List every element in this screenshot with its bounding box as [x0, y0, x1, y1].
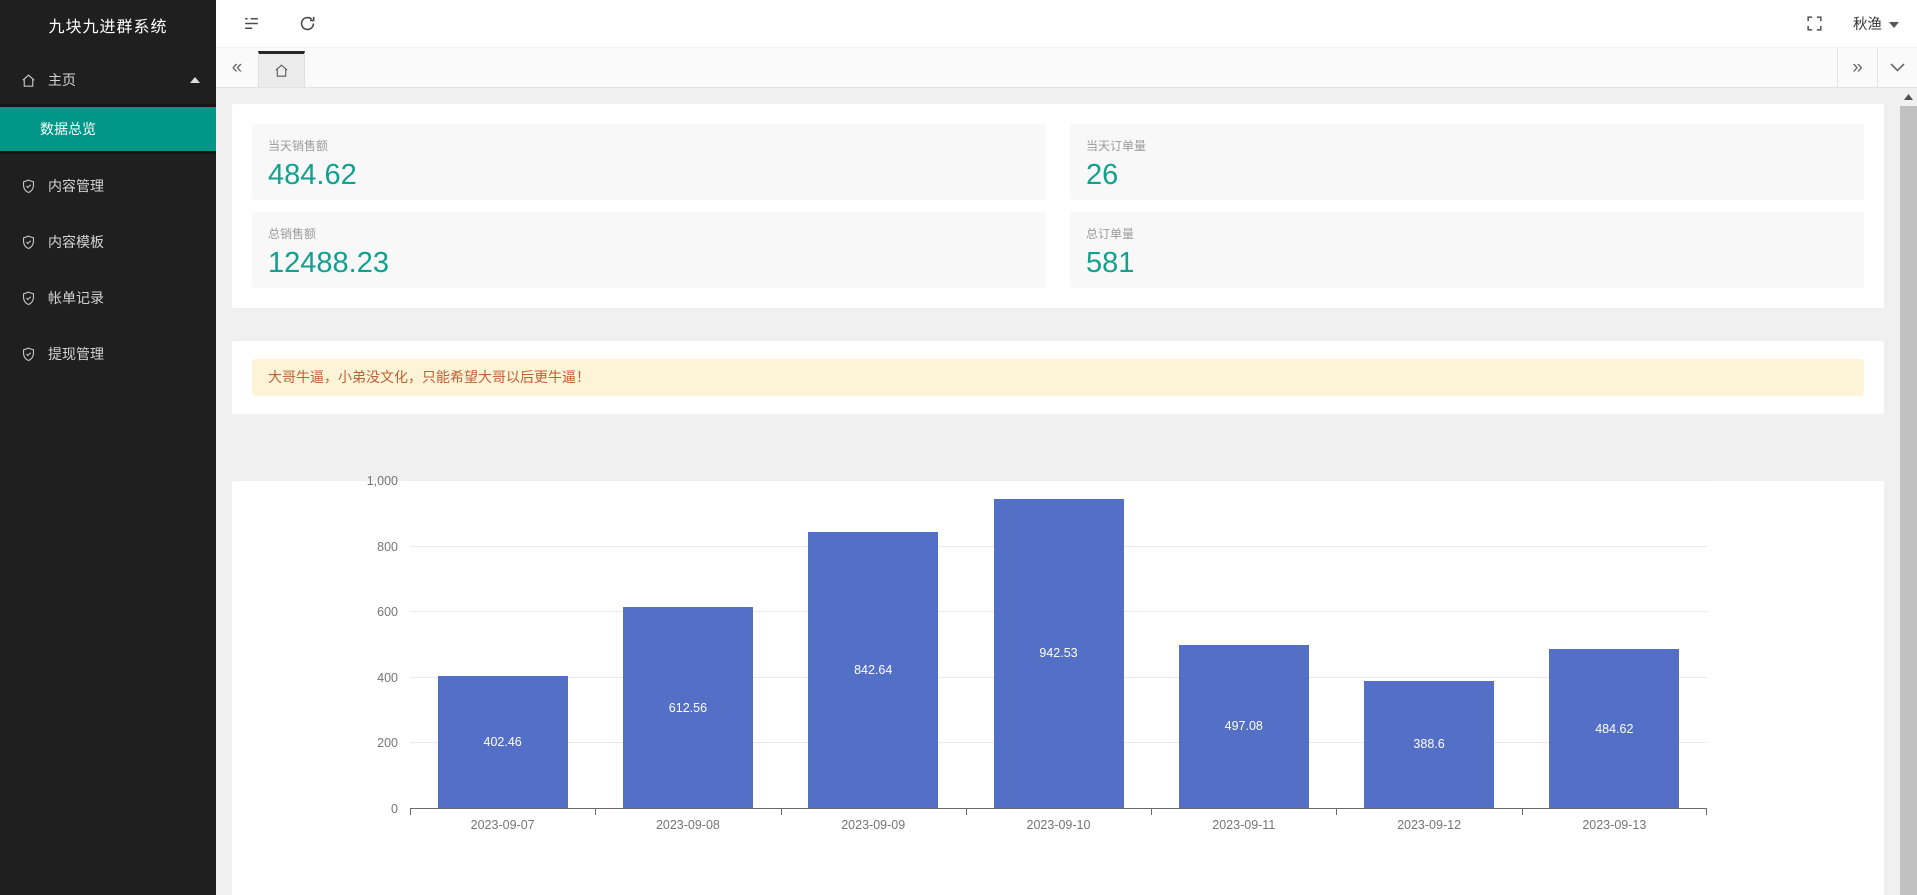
chart-bar: 942.53 [993, 498, 1124, 808]
stats-panel: 当天销售额 484.62 当天订单量 26 总销售额 12488.23 总订单量… [232, 104, 1884, 308]
stat-value: 581 [1086, 247, 1135, 279]
stat-card-today-sales: 当天销售额 484.62 [252, 124, 1046, 200]
tab-bar-right: » [1837, 48, 1917, 87]
chart-bar: 612.56 [622, 607, 753, 808]
shield-check-icon [20, 290, 37, 307]
x-axis-label: 2023-09-12 [1397, 818, 1462, 832]
sidebar-submenu: 数据总览 [0, 104, 216, 154]
chart-gridline [410, 480, 1707, 481]
username: 秋渔 [1853, 17, 1882, 33]
sidebar-item-label: 内容管理 [48, 178, 104, 194]
y-axis-label: 400 [377, 670, 398, 685]
x-axis-tick [410, 809, 411, 815]
caret-up-icon [190, 77, 200, 83]
y-axis-label: 600 [377, 605, 398, 620]
chart-bar: 484.62 [1549, 649, 1680, 808]
chart-bar: 402.46 [437, 676, 568, 808]
alert-banner: 大哥牛逼，小弟没文化，只能希望大哥以后更牛逼！ [252, 359, 1864, 396]
chart-bar: 388.6 [1364, 680, 1495, 808]
alert-panel: 大哥牛逼，小弟没文化，只能希望大哥以后更牛逼！ [232, 341, 1884, 414]
fullscreen-icon[interactable] [1803, 13, 1825, 35]
main-area: 秋渔 « » [216, 0, 1917, 895]
tab-home[interactable] [258, 51, 305, 87]
app-title: 九块九进群系统 [48, 19, 168, 36]
topbar: 秋渔 [216, 0, 1917, 48]
x-axis-label: 2023-09-09 [841, 818, 906, 832]
y-axis-label: 0 [391, 802, 398, 816]
sidebar-item-withdraw-manage[interactable]: 提现管理 [0, 330, 216, 378]
chart-plot-area: 0 200 400 600 800 1,000 402.46 2023-09-07 612.56… [367, 474, 1707, 832]
sidebar: 九块九进群系统 主页 数据总览 内容管理 [0, 0, 216, 895]
sidebar-item-content-manage[interactable]: 内容管理 [0, 162, 216, 210]
bar-value-label: 612.56 [668, 700, 708, 715]
tab-options-button[interactable] [1877, 48, 1917, 87]
chart-gridline [410, 808, 1707, 809]
sidebar-item-label: 提现管理 [48, 346, 104, 362]
collapse-menu-icon[interactable] [240, 13, 262, 35]
sidebar-item-label: 主页 [48, 72, 76, 88]
shield-check-icon [20, 178, 37, 195]
bar-value-label: 402.46 [483, 735, 522, 749]
content-area: 当天销售额 484.62 当天订单量 26 总销售额 12488.23 总订单量… [216, 88, 1900, 895]
caret-down-icon [1889, 16, 1899, 32]
scrollbar-thumb[interactable] [1900, 106, 1917, 895]
scrollbar-up-button[interactable] [1900, 88, 1917, 105]
bar-value-label: 942.53 [1039, 646, 1078, 661]
refresh-icon[interactable] [296, 13, 318, 35]
sidebar-item-label: 内容模板 [48, 234, 104, 250]
x-axis-tick [780, 809, 782, 815]
sidebar-nav: 主页 数据总览 内容管理 内容模板 [0, 56, 216, 378]
stat-card-today-orders: 当天订单量 26 [1070, 124, 1864, 200]
scrollbar[interactable] [1900, 88, 1917, 895]
home-tab-icon [273, 62, 290, 79]
y-axis-label: 200 [377, 736, 398, 751]
chart-bar: 842.64 [808, 531, 939, 808]
chart-panel: 0 200 400 600 800 1,000 402.46 2023-09-07 612.56… [232, 474, 1884, 895]
stat-label: 总销售额 [268, 227, 317, 241]
stat-card-total-orders: 总订单量 581 [1070, 212, 1864, 288]
y-axis-label: 1,000 [366, 474, 398, 488]
x-axis-label: 2023-09-11 [1212, 818, 1276, 832]
tab-bar: « » [216, 48, 1917, 88]
shield-check-icon [20, 346, 37, 363]
scroll-tabs-right-button[interactable]: » [1837, 48, 1877, 87]
stat-label: 当天销售额 [268, 139, 329, 153]
y-axis-label: 800 [377, 539, 398, 554]
sidebar-item-label: 数据总览 [40, 121, 96, 137]
sidebar-item-billing-records[interactable]: 帐单记录 [0, 274, 216, 322]
x-axis-label: 2023-09-07 [470, 818, 535, 832]
x-axis-tick [595, 809, 597, 815]
bar-value-label: 388.6 [1413, 737, 1445, 752]
user-menu[interactable]: 秋渔 [1853, 13, 1899, 34]
stat-label: 当天订单量 [1086, 139, 1147, 153]
scroll-tabs-left-button[interactable]: « [231, 56, 243, 78]
x-axis-tick [1336, 809, 1338, 815]
stat-value: 12488.23 [268, 247, 389, 279]
sidebar-item-data-overview[interactable]: 数据总览 [0, 107, 216, 151]
chart-bar: 497.08 [1178, 644, 1309, 808]
x-axis-label: 2023-09-08 [655, 818, 720, 832]
x-axis-tick [1521, 809, 1523, 815]
x-axis-tick [1151, 809, 1153, 815]
x-axis-label: 2023-09-13 [1582, 818, 1647, 832]
sidebar-item-label: 帐单记录 [48, 290, 104, 306]
topbar-right: 秋渔 [1803, 13, 1899, 35]
stat-value: 26 [1086, 159, 1119, 191]
sidebar-item-content-template[interactable]: 内容模板 [0, 218, 216, 266]
shield-check-icon [20, 234, 37, 251]
stat-card-total-sales: 总销售额 12488.23 [252, 212, 1046, 288]
bar-value-label: 497.08 [1224, 719, 1263, 734]
sidebar-item-home[interactable]: 主页 [0, 56, 216, 104]
bar-value-label: 842.64 [854, 662, 893, 677]
home-icon [20, 72, 37, 89]
bar-value-label: 484.62 [1595, 721, 1634, 736]
x-axis-label: 2023-09-10 [1026, 818, 1091, 832]
stat-value: 484.62 [268, 159, 357, 191]
x-axis-tick [1706, 809, 1707, 815]
x-axis-tick [965, 809, 967, 815]
stat-label: 总订单量 [1086, 227, 1135, 241]
